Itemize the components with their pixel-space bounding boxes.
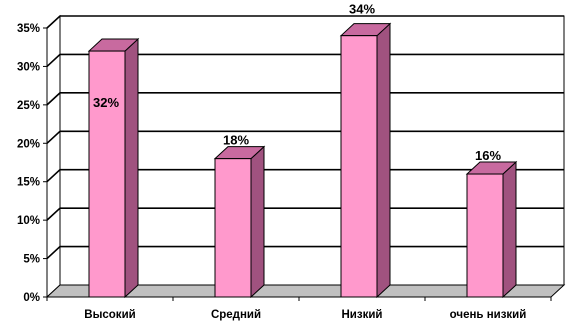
gridline	[46, 168, 564, 183]
gridline	[46, 245, 564, 260]
gridline	[46, 207, 564, 221]
bar-3	[339, 22, 392, 299]
y-tick-label: 25%	[17, 100, 40, 112]
gridlines	[46, 15, 564, 260]
bar-side	[502, 160, 517, 299]
bar-front	[466, 173, 504, 298]
data-label: 34%	[349, 2, 375, 17]
y-tick-label: 10%	[17, 215, 40, 227]
bars	[87, 22, 518, 299]
bar-front	[88, 50, 126, 298]
gridline	[46, 92, 564, 106]
bar-front	[214, 158, 252, 298]
data-labels: 32% 18% 34% 16%	[93, 2, 501, 163]
bar-side	[250, 145, 265, 299]
gridline	[46, 15, 564, 29]
data-label: 16%	[475, 148, 501, 163]
data-label: 32%	[93, 95, 119, 110]
y-tick-label: 35%	[17, 23, 40, 35]
bar-front	[340, 35, 378, 298]
data-label: 18%	[223, 133, 249, 148]
gridline	[46, 130, 564, 144]
y-tick-label: 5%	[23, 254, 40, 266]
bar-2	[213, 145, 266, 299]
side-wall	[46, 14, 61, 299]
gridline	[46, 53, 564, 68]
y-tick-label: 15%	[17, 177, 40, 189]
y-axis-ticks: 0% 5% 10% 15% 20% 25% 30% 35%	[17, 23, 47, 304]
bar-1	[87, 37, 140, 299]
y-tick-label: 20%	[17, 138, 40, 150]
x-category-label: очень низкий	[450, 309, 527, 321]
y-tick-label: 30%	[17, 61, 40, 73]
bar-4	[465, 160, 518, 299]
bar-side	[376, 22, 391, 299]
x-category-label: Высокий	[84, 309, 135, 321]
x-axis-categories: Высокий Средний Низкий очень низкий	[46, 297, 552, 321]
x-category-label: Средний	[211, 309, 261, 321]
x-category-label: Низкий	[342, 309, 383, 321]
y-tick-label: 0%	[23, 292, 40, 304]
bar-side	[124, 37, 139, 299]
